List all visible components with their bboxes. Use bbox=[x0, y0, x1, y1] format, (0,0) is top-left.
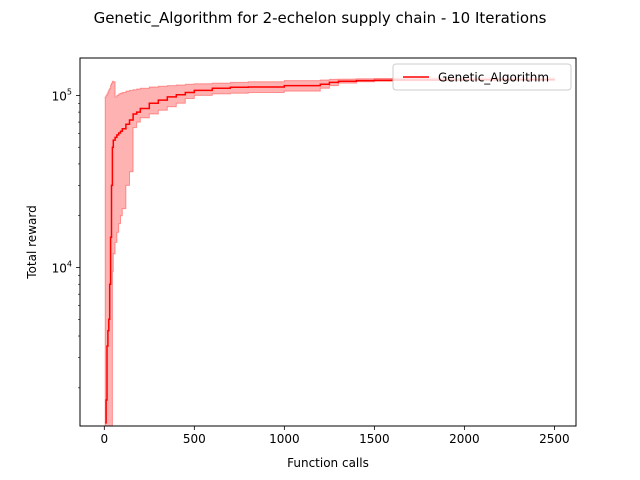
y-axis-label: Total reward bbox=[25, 205, 39, 279]
plot-frame bbox=[79, 57, 577, 427]
x-tick-label: 2000 bbox=[449, 432, 480, 446]
plot-area bbox=[104, 77, 556, 426]
x-axis: 0 500 1000 1500 2000 2500 bbox=[100, 426, 570, 446]
legend-label: Genetic_Algorithm bbox=[438, 71, 549, 85]
x-tick-label: 500 bbox=[183, 432, 206, 446]
plot-content bbox=[104, 77, 556, 426]
x-axis-label: Function calls bbox=[287, 456, 369, 470]
y-axis: 104 105 bbox=[52, 87, 80, 389]
y-tick-label: 104 bbox=[52, 260, 72, 276]
chart-title: Genetic_Algorithm for 2-echelon supply c… bbox=[94, 9, 547, 28]
x-tick-label: 1500 bbox=[359, 432, 390, 446]
legend-box bbox=[392, 63, 572, 91]
confidence-band bbox=[104, 77, 555, 426]
series-line bbox=[105, 78, 556, 424]
x-tick-label: 1000 bbox=[269, 432, 300, 446]
x-tick-label: 2500 bbox=[539, 432, 570, 446]
y-tick-label: 105 bbox=[52, 87, 72, 103]
legend: Genetic_Algorithm bbox=[392, 63, 572, 91]
x-tick-label: 0 bbox=[100, 432, 108, 446]
